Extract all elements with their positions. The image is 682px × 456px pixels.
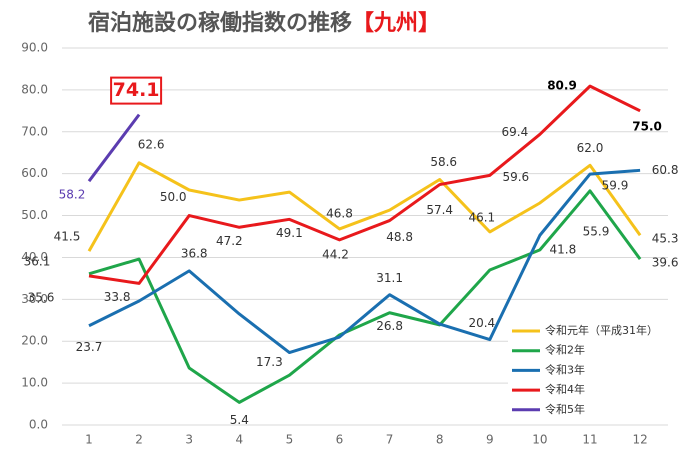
value-label: 57.4 — [426, 203, 453, 217]
series-line — [87, 161, 642, 252]
x-tick-label: 2 — [135, 433, 143, 447]
series-line — [87, 113, 141, 183]
series-line — [88, 168, 641, 355]
value-label: 5.4 — [230, 413, 249, 427]
value-label: 59.6 — [502, 170, 529, 184]
value-label: 44.2 — [322, 247, 349, 261]
x-tick-label: 8 — [436, 433, 444, 447]
y-tick-label: 70.0 — [21, 124, 48, 138]
x-tick-label: 3 — [185, 433, 193, 447]
value-label: 20.4 — [468, 316, 495, 330]
value-label: 62.0 — [577, 141, 604, 155]
chart-title-region: 【九州】 — [352, 11, 440, 36]
value-label: 47.2 — [216, 234, 243, 248]
value-label: 46.8 — [326, 206, 353, 220]
series-line — [88, 84, 641, 285]
y-tick-label: 0.0 — [29, 418, 48, 432]
value-label: 36.8 — [181, 246, 208, 260]
value-label: 74.1 — [113, 79, 160, 101]
legend-label: 令和3年 — [545, 362, 585, 376]
value-label: 58.2 — [59, 188, 86, 202]
y-tick-label: 20.0 — [21, 334, 48, 348]
y-tick-label: 10.0 — [21, 376, 48, 390]
y-tick-label: 40.0 — [21, 250, 48, 264]
value-label: 58.6 — [430, 155, 457, 169]
x-tick-label: 6 — [336, 433, 344, 447]
value-label: 31.1 — [376, 271, 403, 285]
value-label-box — [110, 76, 163, 105]
value-label: 46.1 — [468, 210, 495, 224]
x-tick-label: 9 — [486, 433, 494, 447]
legend-label: 令和5年 — [545, 402, 585, 416]
x-tick-label: 4 — [235, 433, 243, 447]
x-tick-label: 10 — [532, 433, 547, 447]
chart-title: 宿泊施設の稼働指数の推移 — [88, 10, 352, 36]
y-tick-label: 90.0 — [21, 41, 48, 55]
value-label: 50.0 — [160, 190, 187, 204]
x-tick-label: 11 — [582, 433, 597, 447]
value-label: 55.9 — [583, 224, 610, 238]
x-tick-label: 12 — [632, 433, 647, 447]
value-label: 33.8 — [104, 290, 131, 304]
value-label: 60.8 — [652, 163, 679, 177]
y-tick-label: 60.0 — [21, 166, 48, 180]
legend-label: 令和2年 — [545, 343, 585, 357]
value-label: 17.3 — [256, 355, 283, 369]
x-tick-label: 7 — [386, 433, 394, 447]
x-tick-label: 5 — [286, 433, 294, 447]
value-label: 49.1 — [276, 226, 303, 240]
value-label: 75.0 — [632, 119, 662, 133]
value-label: 80.9 — [547, 79, 577, 93]
x-tick-label: 1 — [85, 433, 93, 447]
value-label: 36.1 — [24, 254, 51, 268]
value-label: 35.6 — [28, 290, 55, 304]
value-label: 62.6 — [138, 137, 165, 151]
y-tick-label: 50.0 — [21, 208, 48, 222]
value-label: 48.8 — [386, 230, 413, 244]
value-label: 59.9 — [602, 179, 629, 193]
y-tick-label: 30.0 — [21, 292, 48, 306]
value-label: 69.4 — [502, 125, 529, 139]
series-line — [88, 189, 642, 404]
value-label: 23.7 — [76, 340, 103, 354]
legend-label: 令和元年（平成31年） — [545, 323, 658, 337]
y-tick-label: 80.0 — [21, 82, 48, 96]
value-label: 41.8 — [550, 242, 577, 256]
value-label: 39.6 — [652, 256, 679, 270]
value-label: 45.3 — [652, 232, 679, 246]
value-label: 26.8 — [376, 319, 403, 333]
value-label: 41.5 — [54, 230, 81, 244]
legend-label: 令和4年 — [545, 382, 585, 396]
